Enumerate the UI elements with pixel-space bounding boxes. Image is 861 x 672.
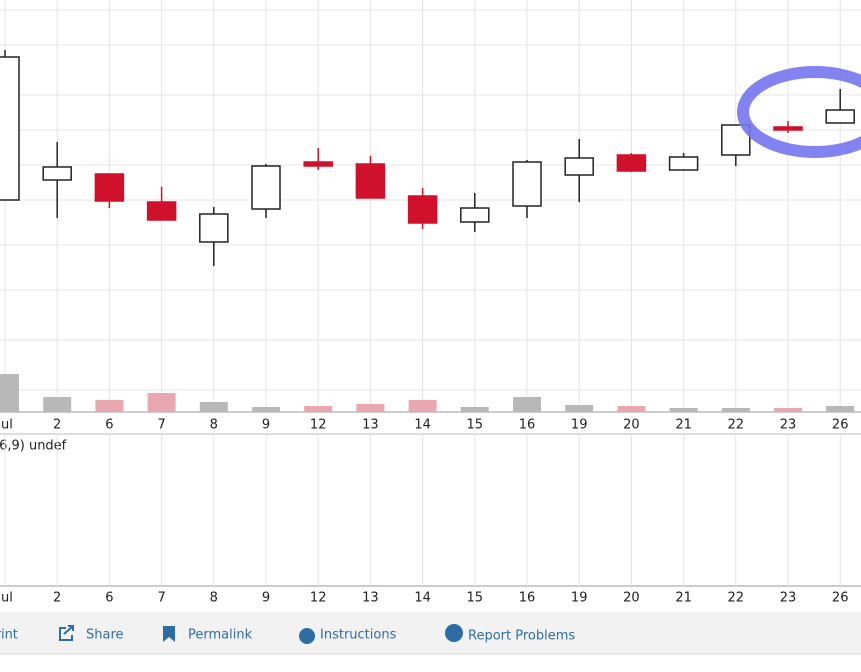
volume-bar [0, 374, 19, 412]
candle-body [460, 207, 490, 223]
x-tick-label: 8 [210, 591, 218, 606]
x-tick-label: 12 [310, 418, 327, 433]
candle-body [251, 165, 281, 210]
volume-bar [565, 405, 594, 412]
x-tick-label: 26 [832, 591, 849, 606]
candle-body [825, 109, 855, 124]
candle-body [616, 154, 647, 172]
volume-bar [460, 407, 489, 412]
toolbar-item[interactable]: Share [86, 628, 124, 643]
volume-bar [43, 397, 72, 412]
x-tick-label: 23 [780, 591, 797, 606]
volume-bar [774, 408, 802, 412]
candle-body [407, 195, 438, 224]
x-tick-label: 22 [728, 591, 745, 606]
volume-bar [95, 400, 124, 412]
candle-body [773, 126, 803, 131]
volume-bar [356, 404, 385, 412]
x-tick-label: 7 [157, 418, 165, 433]
x-tick-label: 21 [675, 591, 692, 606]
x-tick-label: Jul [0, 591, 13, 606]
x-tick-label: 23 [780, 418, 797, 433]
toolbar: Print Share Permalink Instructions Repor… [0, 624, 575, 644]
candle-body [303, 161, 333, 167]
toolbar-item[interactable]: Print [0, 628, 18, 643]
volume-bar [408, 400, 437, 412]
volume-bar [669, 408, 698, 412]
x-tick-label: 8 [210, 418, 218, 433]
candle-body [0, 56, 20, 201]
x-tick-label: 21 [675, 418, 692, 433]
x-tick-label: 9 [262, 418, 270, 433]
toolbar-bg [0, 612, 861, 654]
x-tick-label: 6 [105, 418, 113, 433]
x-tick-label: 2 [53, 418, 61, 433]
x-tick-label: 14 [414, 418, 431, 433]
toolbar-item[interactable]: Report Problems [468, 629, 575, 644]
volume-bar [826, 406, 855, 412]
volume-bar [304, 406, 333, 412]
candle-body [668, 156, 699, 171]
x-tick-label: 14 [414, 591, 431, 606]
volume-bar [721, 408, 750, 412]
x-tick-label: 6 [105, 591, 113, 606]
x-tick-label: Jul [0, 418, 13, 433]
x-tick-label: 19 [571, 591, 588, 606]
x-tick-label: 15 [467, 418, 484, 433]
help-icon [445, 624, 463, 642]
x-tick-label: 2 [53, 591, 61, 606]
share-icon [59, 625, 74, 641]
x-tick-label: 16 [519, 418, 536, 433]
volume-bar [617, 406, 646, 412]
x-tick-label: 20 [623, 418, 640, 433]
info-icon [299, 628, 315, 644]
candle-body [42, 166, 72, 181]
x-tick-label: 9 [262, 591, 270, 606]
x-tick-label: 20 [623, 591, 640, 606]
indicator-label: (6,9) undef [0, 439, 67, 454]
bookmark-icon [163, 626, 175, 642]
volume-bar [199, 402, 228, 412]
candle-body [512, 161, 542, 207]
toolbar-item[interactable]: Instructions [320, 628, 397, 643]
volume-bar [147, 393, 176, 412]
highlight-circle [737, 66, 861, 158]
volume-bar [252, 407, 280, 412]
x-tick-label: 16 [519, 591, 536, 606]
x-tick-label: 12 [310, 591, 327, 606]
x-tick-label: 19 [571, 418, 588, 433]
x-tick-label: 7 [157, 591, 165, 606]
volume-bar [513, 397, 541, 412]
candle-body [355, 163, 386, 199]
x-tick-label: 15 [467, 591, 484, 606]
candle-body [146, 201, 177, 221]
candle-body [564, 157, 594, 176]
candle-body [199, 213, 229, 243]
toolbar-item[interactable]: Permalink [188, 628, 253, 643]
x-tick-label: 13 [362, 418, 379, 433]
x-tick-label: 26 [832, 418, 849, 433]
x-tick-label: 22 [728, 418, 745, 433]
x-tick-label: 13 [362, 591, 379, 606]
candle-body [94, 173, 125, 202]
